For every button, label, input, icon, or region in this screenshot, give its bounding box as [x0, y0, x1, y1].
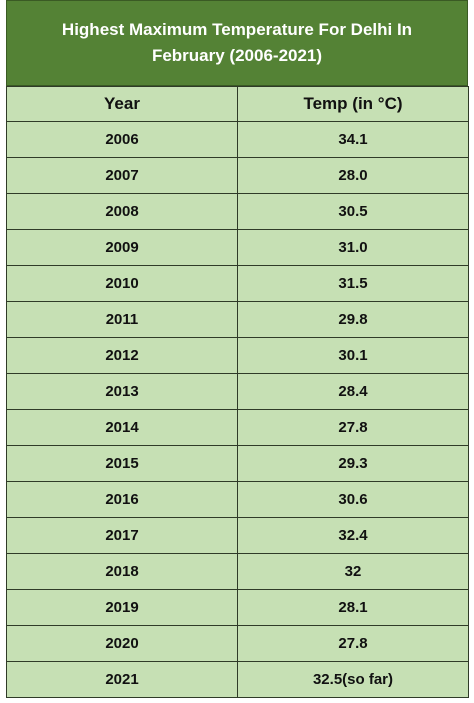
table-row: 2013 28.4 — [6, 373, 469, 410]
table-container: Highest Maximum Temperature For Delhi In… — [6, 0, 469, 698]
table-row: 2016 30.6 — [6, 481, 469, 518]
temp-cell: 29.8 — [237, 301, 469, 338]
temp-cell: 32.4 — [237, 517, 469, 554]
table-row: 2017 32.4 — [6, 517, 469, 554]
temp-cell: 31.0 — [237, 229, 469, 266]
temp-cell: 31.5 — [237, 265, 469, 302]
temp-cell: 34.1 — [237, 121, 469, 158]
table-row: 2012 30.1 — [6, 337, 469, 374]
year-cell: 2010 — [6, 265, 238, 302]
temp-cell: 28.4 — [237, 373, 469, 410]
table: Year Temp (in °C) 2006 34.1 2007 28.0 2008 30… — [6, 86, 469, 698]
table-row: 2021 32.5(so far) — [6, 661, 469, 698]
temp-cell: 29.3 — [237, 445, 469, 482]
header-cell: Temp (in °C) — [237, 86, 469, 122]
temp-cell: 30.1 — [237, 337, 469, 374]
table-row: 2019 28.1 — [6, 589, 469, 626]
year-cell: 2012 — [6, 337, 238, 374]
temp-cell: 32 — [237, 553, 469, 590]
temp-cell: 28.0 — [237, 157, 469, 194]
table-row: 2011 29.8 — [6, 301, 469, 338]
year-cell: 2011 — [6, 301, 238, 338]
year-cell: 2008 — [6, 193, 238, 230]
year-cell: 2015 — [6, 445, 238, 482]
year-cell: 2009 — [6, 229, 238, 266]
temp-cell: 27.8 — [237, 409, 469, 446]
table-row: 2009 31.0 — [6, 229, 469, 266]
temp-cell: 27.8 — [237, 625, 469, 662]
year-cell: 2020 — [6, 625, 238, 662]
year-cell: 2014 — [6, 409, 238, 446]
temp-cell: 30.5 — [237, 193, 469, 230]
year-cell: 2007 — [6, 157, 238, 194]
table-row: 2015 29.3 — [6, 445, 469, 482]
temp-cell: 28.1 — [237, 589, 469, 626]
table-row: 2020 27.8 — [6, 625, 469, 662]
table-body: Year Temp (in °C) 2006 34.1 2007 28.0 2008 30… — [6, 86, 469, 698]
year-cell: 2006 — [6, 121, 238, 158]
table-row: 2014 27.8 — [6, 409, 469, 446]
table-row: 2008 30.5 — [6, 193, 469, 230]
table-row: 2010 31.5 — [6, 265, 469, 302]
year-cell: 2021 — [6, 661, 238, 698]
table-row: 2006 34.1 — [6, 121, 469, 158]
table-row: 2018 32 — [6, 553, 469, 590]
table-row: 2007 28.0 — [6, 157, 469, 194]
temp-cell: 32.5(so far) — [237, 661, 469, 698]
year-cell: 2016 — [6, 481, 238, 518]
title-text: Highest Maximum Temperature For Delhi In… — [61, 20, 413, 65]
year-cell: 2017 — [6, 517, 238, 554]
year-cell: 2018 — [6, 553, 238, 590]
temp-cell: 30.6 — [237, 481, 469, 518]
header-row: Year Temp (in °C) — [6, 86, 469, 122]
header-cell: Year — [6, 86, 238, 122]
year-cell: 2013 — [6, 373, 238, 410]
year-cell: 2019 — [6, 589, 238, 626]
table-title: Highest Maximum Temperature For Delhi In… — [6, 0, 468, 86]
